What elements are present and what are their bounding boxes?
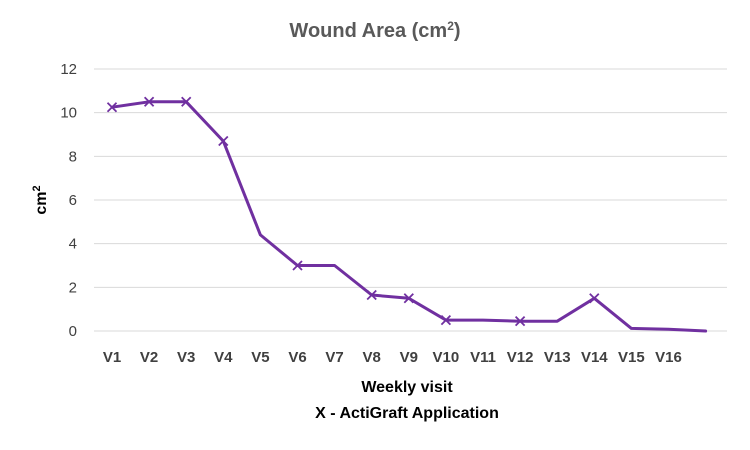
data-point-marker bbox=[440, 314, 452, 326]
x-tick-label: V13 bbox=[544, 349, 571, 366]
y-axis-label-text: cm bbox=[33, 192, 50, 215]
x-tick-label: V4 bbox=[214, 349, 233, 366]
y-tick-label: 10 bbox=[60, 105, 77, 122]
x-tick-label: V3 bbox=[177, 349, 195, 366]
x-axis-note: X - ActiGraft Application bbox=[315, 405, 499, 422]
chart-title-text: Wound Area (cm bbox=[289, 20, 447, 42]
x-tick-label: V6 bbox=[288, 349, 306, 366]
x-axis-label: Weekly visit bbox=[361, 379, 453, 396]
y-axis-label-superscript: 2 bbox=[31, 185, 43, 191]
chart-title-end: ) bbox=[454, 20, 461, 42]
data-point-marker bbox=[589, 293, 600, 304]
gridlines bbox=[94, 68, 727, 332]
x-tick-label: V11 bbox=[470, 349, 496, 366]
y-tick-label: 6 bbox=[69, 192, 77, 209]
y-axis-label: cm2 bbox=[31, 185, 50, 214]
chart-title: Wound Area (cm2) bbox=[289, 19, 460, 42]
data-point-marker bbox=[403, 293, 414, 304]
x-tick-label: V1 bbox=[103, 349, 121, 366]
data-point-marker bbox=[292, 260, 303, 271]
series-layer bbox=[106, 96, 708, 333]
data-point-marker bbox=[366, 289, 377, 301]
y-tick-label: 4 bbox=[69, 236, 77, 253]
x-tick-label: V12 bbox=[507, 349, 534, 366]
x-tick-label: V10 bbox=[433, 349, 460, 366]
x-tick-label: V9 bbox=[400, 349, 418, 366]
data-point-marker bbox=[143, 96, 155, 107]
y-tick-label: 12 bbox=[60, 61, 77, 78]
chart-title-superscript: 2 bbox=[447, 19, 454, 33]
x-tick-label: V16 bbox=[655, 349, 682, 366]
data-point-marker bbox=[218, 135, 229, 147]
data-point-marker bbox=[514, 316, 526, 327]
x-axis-ticks: V1 V2 V3 V4 V5 V6 V7 V8 V9 V10 V11 V12 V13 V14 V15 V16 bbox=[103, 349, 682, 366]
data-point-marker bbox=[181, 96, 192, 107]
y-tick-label: 0 bbox=[69, 323, 77, 340]
x-tick-label: V7 bbox=[325, 349, 343, 366]
x-tick-label: V8 bbox=[363, 349, 381, 366]
y-tick-label: 2 bbox=[69, 279, 77, 296]
x-tick-label: V14 bbox=[581, 349, 608, 366]
data-point-marker bbox=[106, 102, 118, 113]
y-axis-ticks: 0 2 4 6 8 10 12 bbox=[60, 61, 77, 340]
series-line bbox=[110, 100, 708, 333]
x-tick-label: V5 bbox=[251, 349, 269, 366]
x-tick-label: V2 bbox=[140, 349, 158, 366]
y-tick-label: 8 bbox=[69, 148, 77, 165]
x-tick-label: V15 bbox=[618, 349, 645, 366]
